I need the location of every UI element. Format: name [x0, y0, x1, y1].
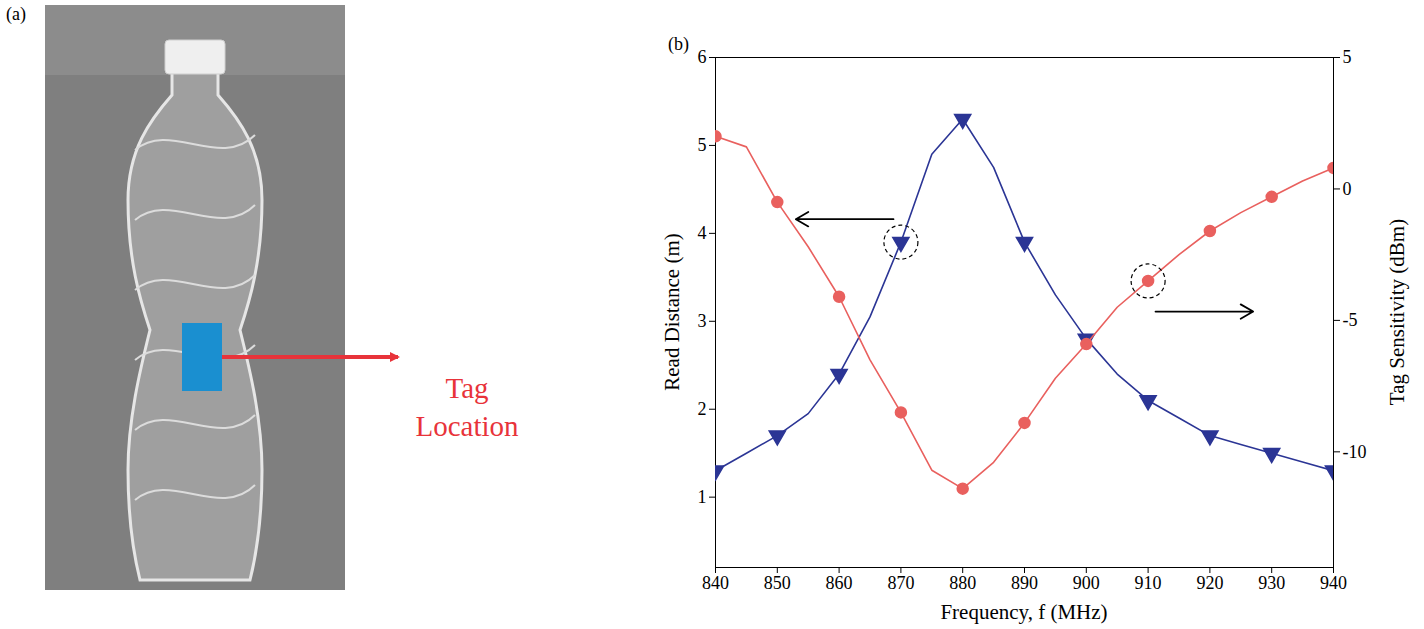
svg-text:890: 890 — [1011, 573, 1038, 593]
svg-text:840: 840 — [702, 573, 729, 593]
svg-text:880: 880 — [949, 573, 976, 593]
svg-text:6: 6 — [698, 47, 707, 67]
html-text:(a): (a) — [6, 4, 26, 24]
svg-text:4: 4 — [698, 223, 707, 243]
html-text:Frequency, f (MHz): Frequency, f (MHz) — [940, 600, 1108, 624]
svg-text:2: 2 — [698, 399, 707, 419]
svg-text:5: 5 — [698, 135, 707, 155]
html-text:Location: Location — [415, 410, 519, 442]
svg-text:1: 1 — [698, 487, 707, 507]
svg-text:860: 860 — [826, 573, 853, 593]
svg-text:930: 930 — [1258, 573, 1285, 593]
svg-text:920: 920 — [1196, 573, 1223, 593]
svg-text:-5: -5 — [1343, 310, 1358, 330]
svg-text:850: 850 — [764, 573, 791, 593]
svg-text:3: 3 — [698, 311, 707, 331]
svg-text:900: 900 — [1073, 573, 1100, 593]
svg-text:5: 5 — [1343, 47, 1352, 67]
svg-text:940: 940 — [1320, 573, 1347, 593]
html-text:(b): (b) — [668, 34, 689, 54]
html-text:Read Distance (m): Read Distance (m) — [659, 233, 684, 391]
svg-text:870: 870 — [887, 573, 914, 593]
html-text:Tag Sensitivity (dBm): Tag Sensitivity (dBm) — [1384, 218, 1409, 406]
svg-text:0: 0 — [1343, 179, 1352, 199]
svg-text:910: 910 — [1135, 573, 1162, 593]
html-text:Tag: Tag — [445, 372, 489, 404]
svg-text:-10: -10 — [1343, 442, 1367, 462]
